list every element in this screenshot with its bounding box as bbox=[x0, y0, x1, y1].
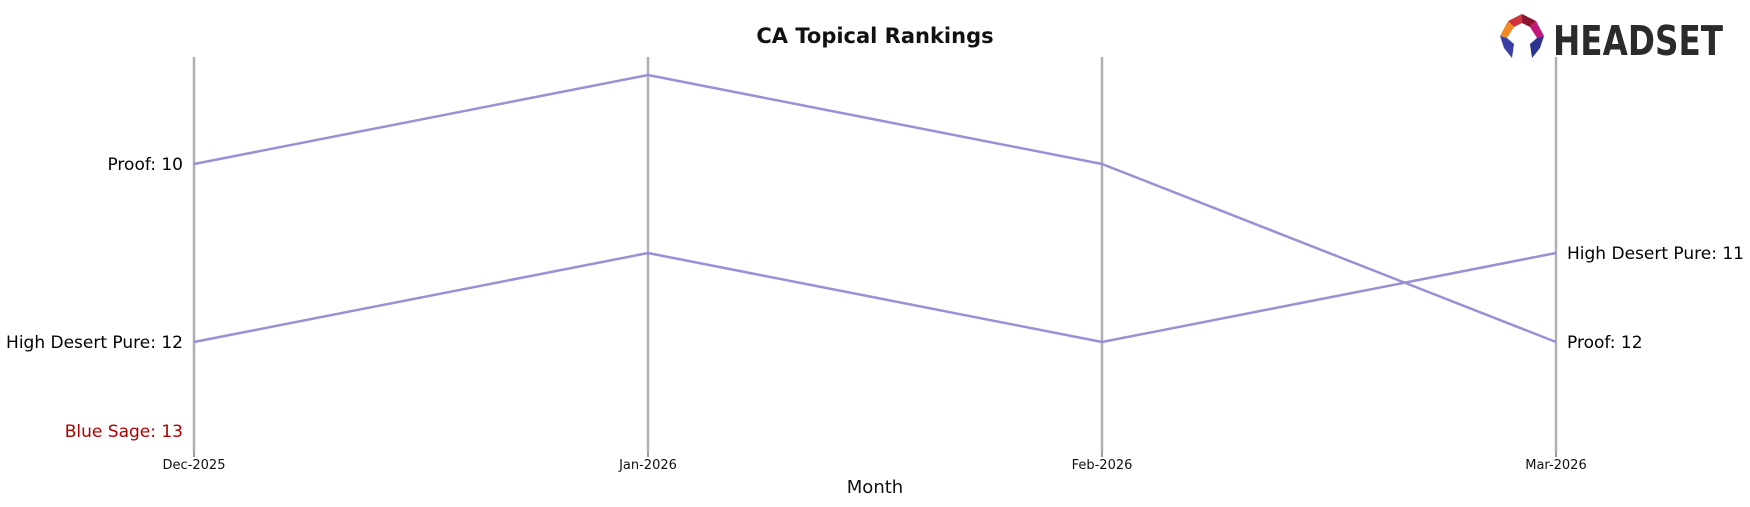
x-tick-label: Mar-2026 bbox=[1525, 458, 1586, 473]
month-axes bbox=[192, 57, 1558, 457]
left-rank-label: High Desert Pure: 12 bbox=[6, 333, 183, 353]
series-lines bbox=[193, 73, 1557, 344]
left-rank-label: Blue Sage: 13 bbox=[65, 422, 183, 442]
x-axis-label: Month bbox=[847, 477, 903, 498]
chart-title: CA Topical Rankings bbox=[756, 24, 993, 48]
x-tick-label: Jan-2026 bbox=[618, 458, 677, 473]
series-line-high-desert-pure bbox=[193, 251, 1557, 344]
x-tick-label: Feb-2026 bbox=[1072, 458, 1133, 473]
right-rank-labels: High Desert Pure: 11 Proof: 12 bbox=[1567, 244, 1744, 353]
left-rank-labels: Proof: 10 High Desert Pure: 12 Blue Sage: … bbox=[6, 155, 183, 442]
x-tick-labels: Dec-2025 Jan-2026 Feb-2026 Mar-2026 bbox=[163, 458, 1587, 473]
series-line-proof bbox=[193, 73, 1557, 344]
left-rank-label: Proof: 10 bbox=[107, 155, 183, 175]
right-rank-label: High Desert Pure: 11 bbox=[1567, 244, 1744, 264]
headset-logo-text: HEADSET bbox=[1553, 17, 1723, 65]
headset-logo: HEADSET bbox=[1500, 14, 1723, 65]
x-tick-label: Dec-2025 bbox=[163, 458, 226, 473]
right-rank-label: Proof: 12 bbox=[1567, 333, 1643, 353]
headset-logo-icon bbox=[1500, 14, 1544, 58]
